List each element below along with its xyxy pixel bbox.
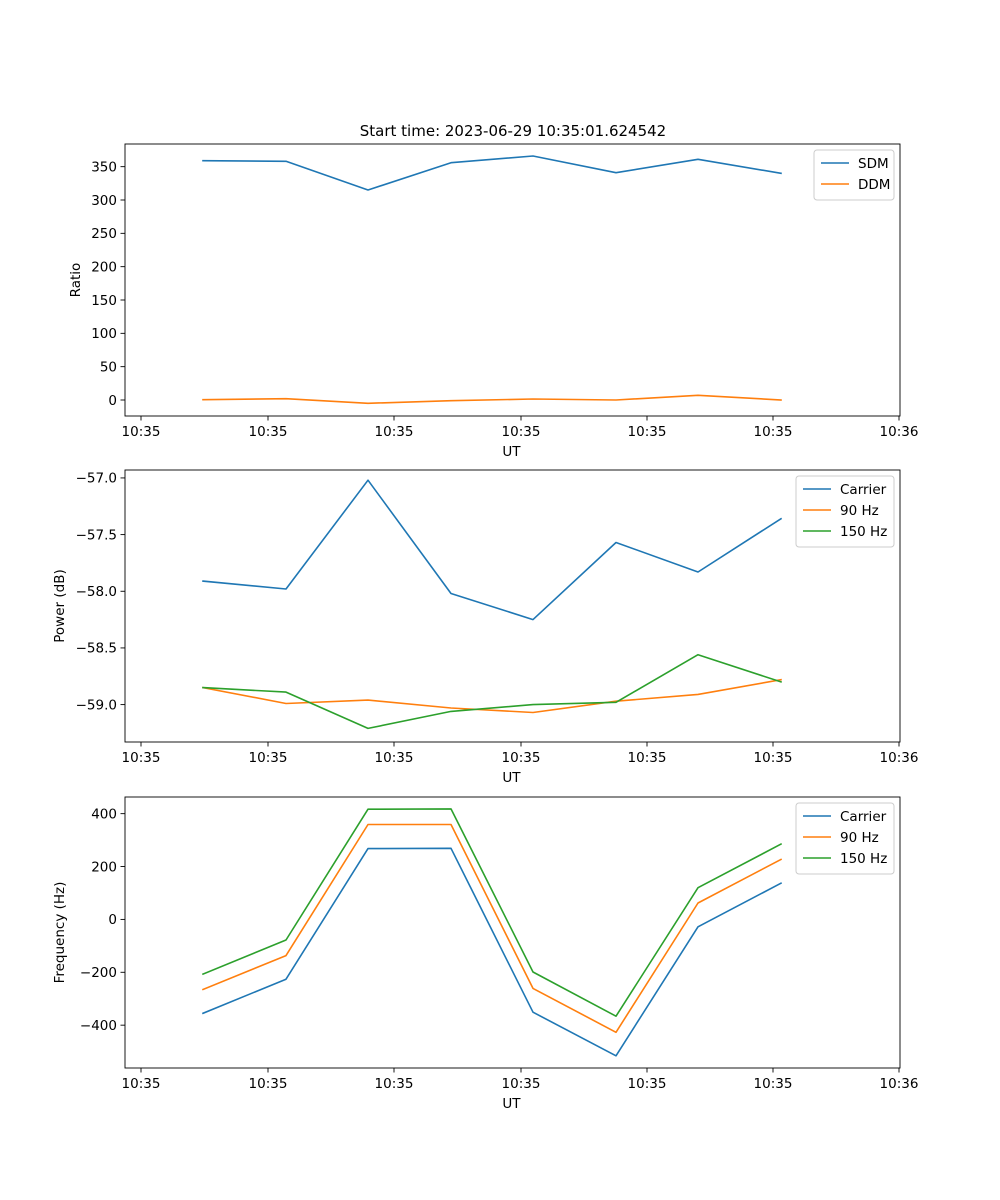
y-tick-label: 50: [100, 359, 117, 375]
y-tick-label: 300: [91, 193, 117, 209]
x-tick-label: 10:36: [880, 750, 919, 766]
legend-box: [795, 475, 895, 548]
plot-frame: [124, 469, 901, 743]
x-tick-label: 10:35: [122, 424, 161, 440]
y-tick-label: 150: [91, 293, 117, 309]
x-axis-label: UT: [502, 770, 521, 786]
x-tick-label: 10:35: [249, 750, 288, 766]
legend-box: [795, 802, 895, 875]
y-tick-label: −58.5: [76, 641, 117, 657]
legend-label: 90 Hz: [840, 503, 879, 519]
y-tick-label: 200: [91, 859, 117, 875]
x-tick-label: 10:35: [249, 1076, 288, 1092]
plot-frame: [124, 796, 901, 1069]
series-line-carrier: [201, 847, 783, 1057]
legend-label: SDM: [858, 156, 889, 172]
x-tick-label: 10:35: [249, 424, 288, 440]
chart-title: Start time: 2023-06-29 10:35:01.624542: [360, 122, 666, 140]
chart-panel-2: 10:35 10:35 10:35 10:35 10:35 10:35 10:36 −57.0…: [52, 469, 919, 786]
y-tick-label: −57.0: [76, 471, 117, 487]
y-tick-label: −59.0: [76, 697, 117, 713]
y-tick-label: −57.5: [76, 527, 117, 543]
y-tick-label: 0: [108, 393, 117, 409]
x-tick-label: 10:35: [628, 750, 667, 766]
y-tick-label: 400: [91, 806, 117, 822]
x-tick-label: 10:35: [375, 424, 414, 440]
x-tick-label: 10:35: [754, 1076, 793, 1092]
x-tick-label: 10:35: [628, 1076, 667, 1092]
legend-label: DDM: [858, 177, 890, 193]
y-axis-label: Frequency (Hz): [52, 882, 68, 984]
legend-label: Carrier: [840, 482, 887, 498]
y-tick-label: 250: [91, 226, 117, 242]
y-tick-label: 0: [108, 912, 117, 928]
x-tick-label: 10:35: [502, 424, 541, 440]
x-tick-label: 10:36: [880, 1076, 919, 1092]
y-tick-label: 100: [91, 326, 117, 342]
x-tick-label: 10:35: [628, 424, 667, 440]
legend: Carrier 90 Hz 150 Hz: [795, 802, 895, 875]
x-tick-label: 10:35: [375, 1076, 414, 1092]
y-tick-label: 350: [91, 159, 117, 175]
x-tick-label: 10:35: [122, 750, 161, 766]
x-tick-label: 10:35: [502, 1076, 541, 1092]
y-tick-label: −58.0: [76, 584, 117, 600]
series-line-150-hz: [202, 653, 783, 730]
series-line-90-hz: [201, 823, 783, 1034]
series-line-90-hz: [202, 678, 782, 714]
y-axis-label: Power (dB): [52, 569, 68, 642]
x-axis-label: UT: [502, 1096, 521, 1112]
legend-label: Carrier: [840, 809, 887, 825]
plot-frame: [124, 143, 901, 417]
legend: Carrier 90 Hz 150 Hz: [795, 475, 895, 548]
x-axis-label: UT: [502, 444, 521, 460]
series-line-carrier: [202, 479, 783, 621]
y-tick-label: −200: [80, 965, 117, 981]
y-tick-label: 200: [91, 259, 117, 275]
legend-label: 150 Hz: [840, 851, 887, 867]
y-tick-label: −400: [80, 1018, 117, 1034]
legend-label: 90 Hz: [840, 830, 879, 846]
series-line-ddm: [202, 394, 782, 405]
x-tick-label: 10:35: [122, 1076, 161, 1092]
legend-label: 150 Hz: [840, 524, 887, 540]
chart-panel-1: 10:35 10:35 10:35 10:35 10:35 10:35 10:36 0 50 10…: [68, 143, 919, 460]
series-line-sdm: [202, 155, 782, 191]
x-tick-label: 10:35: [754, 750, 793, 766]
legend: SDM DDM: [813, 149, 895, 201]
chart-panel-3: 10:35 10:35 10:35 10:35 10:35 10:35 10:36 400 20…: [52, 796, 919, 1112]
x-tick-label: 10:35: [754, 424, 793, 440]
y-axis-label: Ratio: [68, 263, 84, 298]
x-tick-label: 10:35: [502, 750, 541, 766]
x-tick-label: 10:35: [375, 750, 414, 766]
x-tick-label: 10:36: [880, 424, 919, 440]
series-line-150-hz: [201, 808, 783, 1018]
